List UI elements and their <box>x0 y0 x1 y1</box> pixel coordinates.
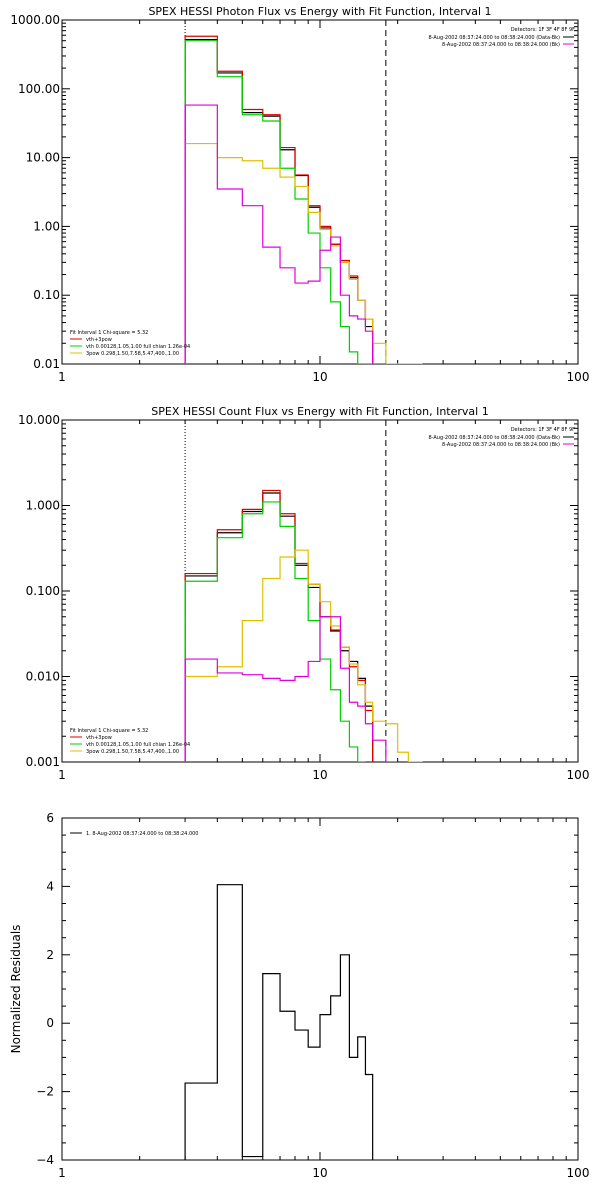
y-tick-label: 0 <box>46 1016 54 1030</box>
y-tick-label: 1000.00 <box>10 13 60 27</box>
plot-frame <box>61 817 579 1161</box>
plot-area <box>184 420 423 762</box>
legend-entry: vth 0.00128,1.05,1.00 full chian 1.26e-0… <box>86 742 190 748</box>
series-4-histogram <box>184 616 398 762</box>
series-3-histogram <box>184 549 423 762</box>
x-tick-label: 10 <box>312 768 327 782</box>
photon-flux-panel: SPEX HESSI Photon Flux vs Energy with Fi… <box>10 5 589 384</box>
y-tick-label: 100.00 <box>18 82 60 96</box>
y-tick-label: 6 <box>46 811 54 825</box>
y-tick-label: −4 <box>36 1153 54 1167</box>
legend-entry: 8-Aug-2002 08:37:24.000 to 08:38:24.000 … <box>442 442 560 448</box>
x-tick-label: 1 <box>58 1166 66 1180</box>
x-tick-label: 100 <box>567 1166 590 1180</box>
y-tick-label: −2 <box>36 1085 54 1099</box>
chart-title: SPEX HESSI Photon Flux vs Energy with Fi… <box>148 5 491 18</box>
legend-entry: vth+3pow <box>86 735 112 741</box>
y-axis-label: Normalized Residuals <box>9 925 23 1054</box>
y-tick-label: 0.100 <box>26 584 60 598</box>
fit-legend-header: Fit Interval 1 Chi-square = 5.32 <box>70 728 148 734</box>
x-tick-label: 10 <box>312 370 327 384</box>
legend-entry: 8-Aug-2002 08:37:24.000 to 08:38:24.000 … <box>428 435 560 441</box>
y-tick-label: 1.00 <box>33 219 60 233</box>
y-tick-label: 0.01 <box>33 357 60 371</box>
y-tick-label: 4 <box>46 879 54 893</box>
x-tick-label: 10 <box>312 1166 327 1180</box>
series-2-histogram <box>184 40 373 364</box>
x-tick-label: 100 <box>567 768 590 782</box>
legend-entry: 3pow 0.298,1.50,7.58,5.47,400.,1.00 <box>86 351 179 357</box>
legend-entry: 1. 8-Aug-2002 08:37:24.000 to 08:38:24.0… <box>86 831 199 837</box>
legend-entry: 3pow 0.298,1.50,7.58,5.47,400.,1.00 <box>86 749 179 755</box>
plot-area <box>184 20 423 364</box>
y-tick-label: 10.000 <box>18 413 60 427</box>
fit-legend-header: Fit Interval 1 Chi-square = 5.32 <box>70 330 148 336</box>
series-0-histogram <box>184 38 374 364</box>
x-tick-label: 100 <box>567 370 590 384</box>
series-2-histogram <box>184 501 366 762</box>
legend-entry: vth 0.00128,1.05,1.00 full chian 1.26e-0… <box>86 344 190 350</box>
y-tick-label: 2 <box>46 948 54 962</box>
chart-title: SPEX HESSI Count Flux vs Energy with Fit… <box>151 405 488 418</box>
y-tick-label: 0.010 <box>26 670 60 684</box>
y-tick-label: 0.10 <box>33 288 60 302</box>
residuals-panel: 1 10 100 6 4 2 0 −2 −4 Normalized Residuals 1. 8-A… <box>9 811 589 1180</box>
series-4-histogram <box>184 104 386 364</box>
y-tick-label: 10.00 <box>26 151 60 165</box>
x-tick-label: 1 <box>58 768 66 782</box>
series-0-histogram <box>184 884 374 1160</box>
count-flux-panel: SPEX HESSI Count Flux vs Energy with Fit… <box>18 405 589 782</box>
legend-entry: 8-Aug-2002 08:37:24.000 to 08:38:24.000 … <box>442 42 560 48</box>
detectors-label: Detectors: 1F 3F 4F 8F 9F <box>511 27 575 33</box>
series-1-histogram <box>184 35 374 364</box>
detectors-label: Detectors: 1F 3F 4F 8F 9F <box>511 427 575 433</box>
legend-entry: 8-Aug-2002 08:37:24.000 to 08:38:24.000 … <box>428 35 560 41</box>
y-tick-label: 1.000 <box>26 499 60 513</box>
series-3-histogram <box>184 142 423 364</box>
plot-area <box>184 884 374 1160</box>
legend-entry: vth+3pow <box>86 337 112 343</box>
plot-frame <box>61 19 579 365</box>
y-tick-label: 0.001 <box>26 755 60 769</box>
x-tick-label: 1 <box>58 370 66 384</box>
